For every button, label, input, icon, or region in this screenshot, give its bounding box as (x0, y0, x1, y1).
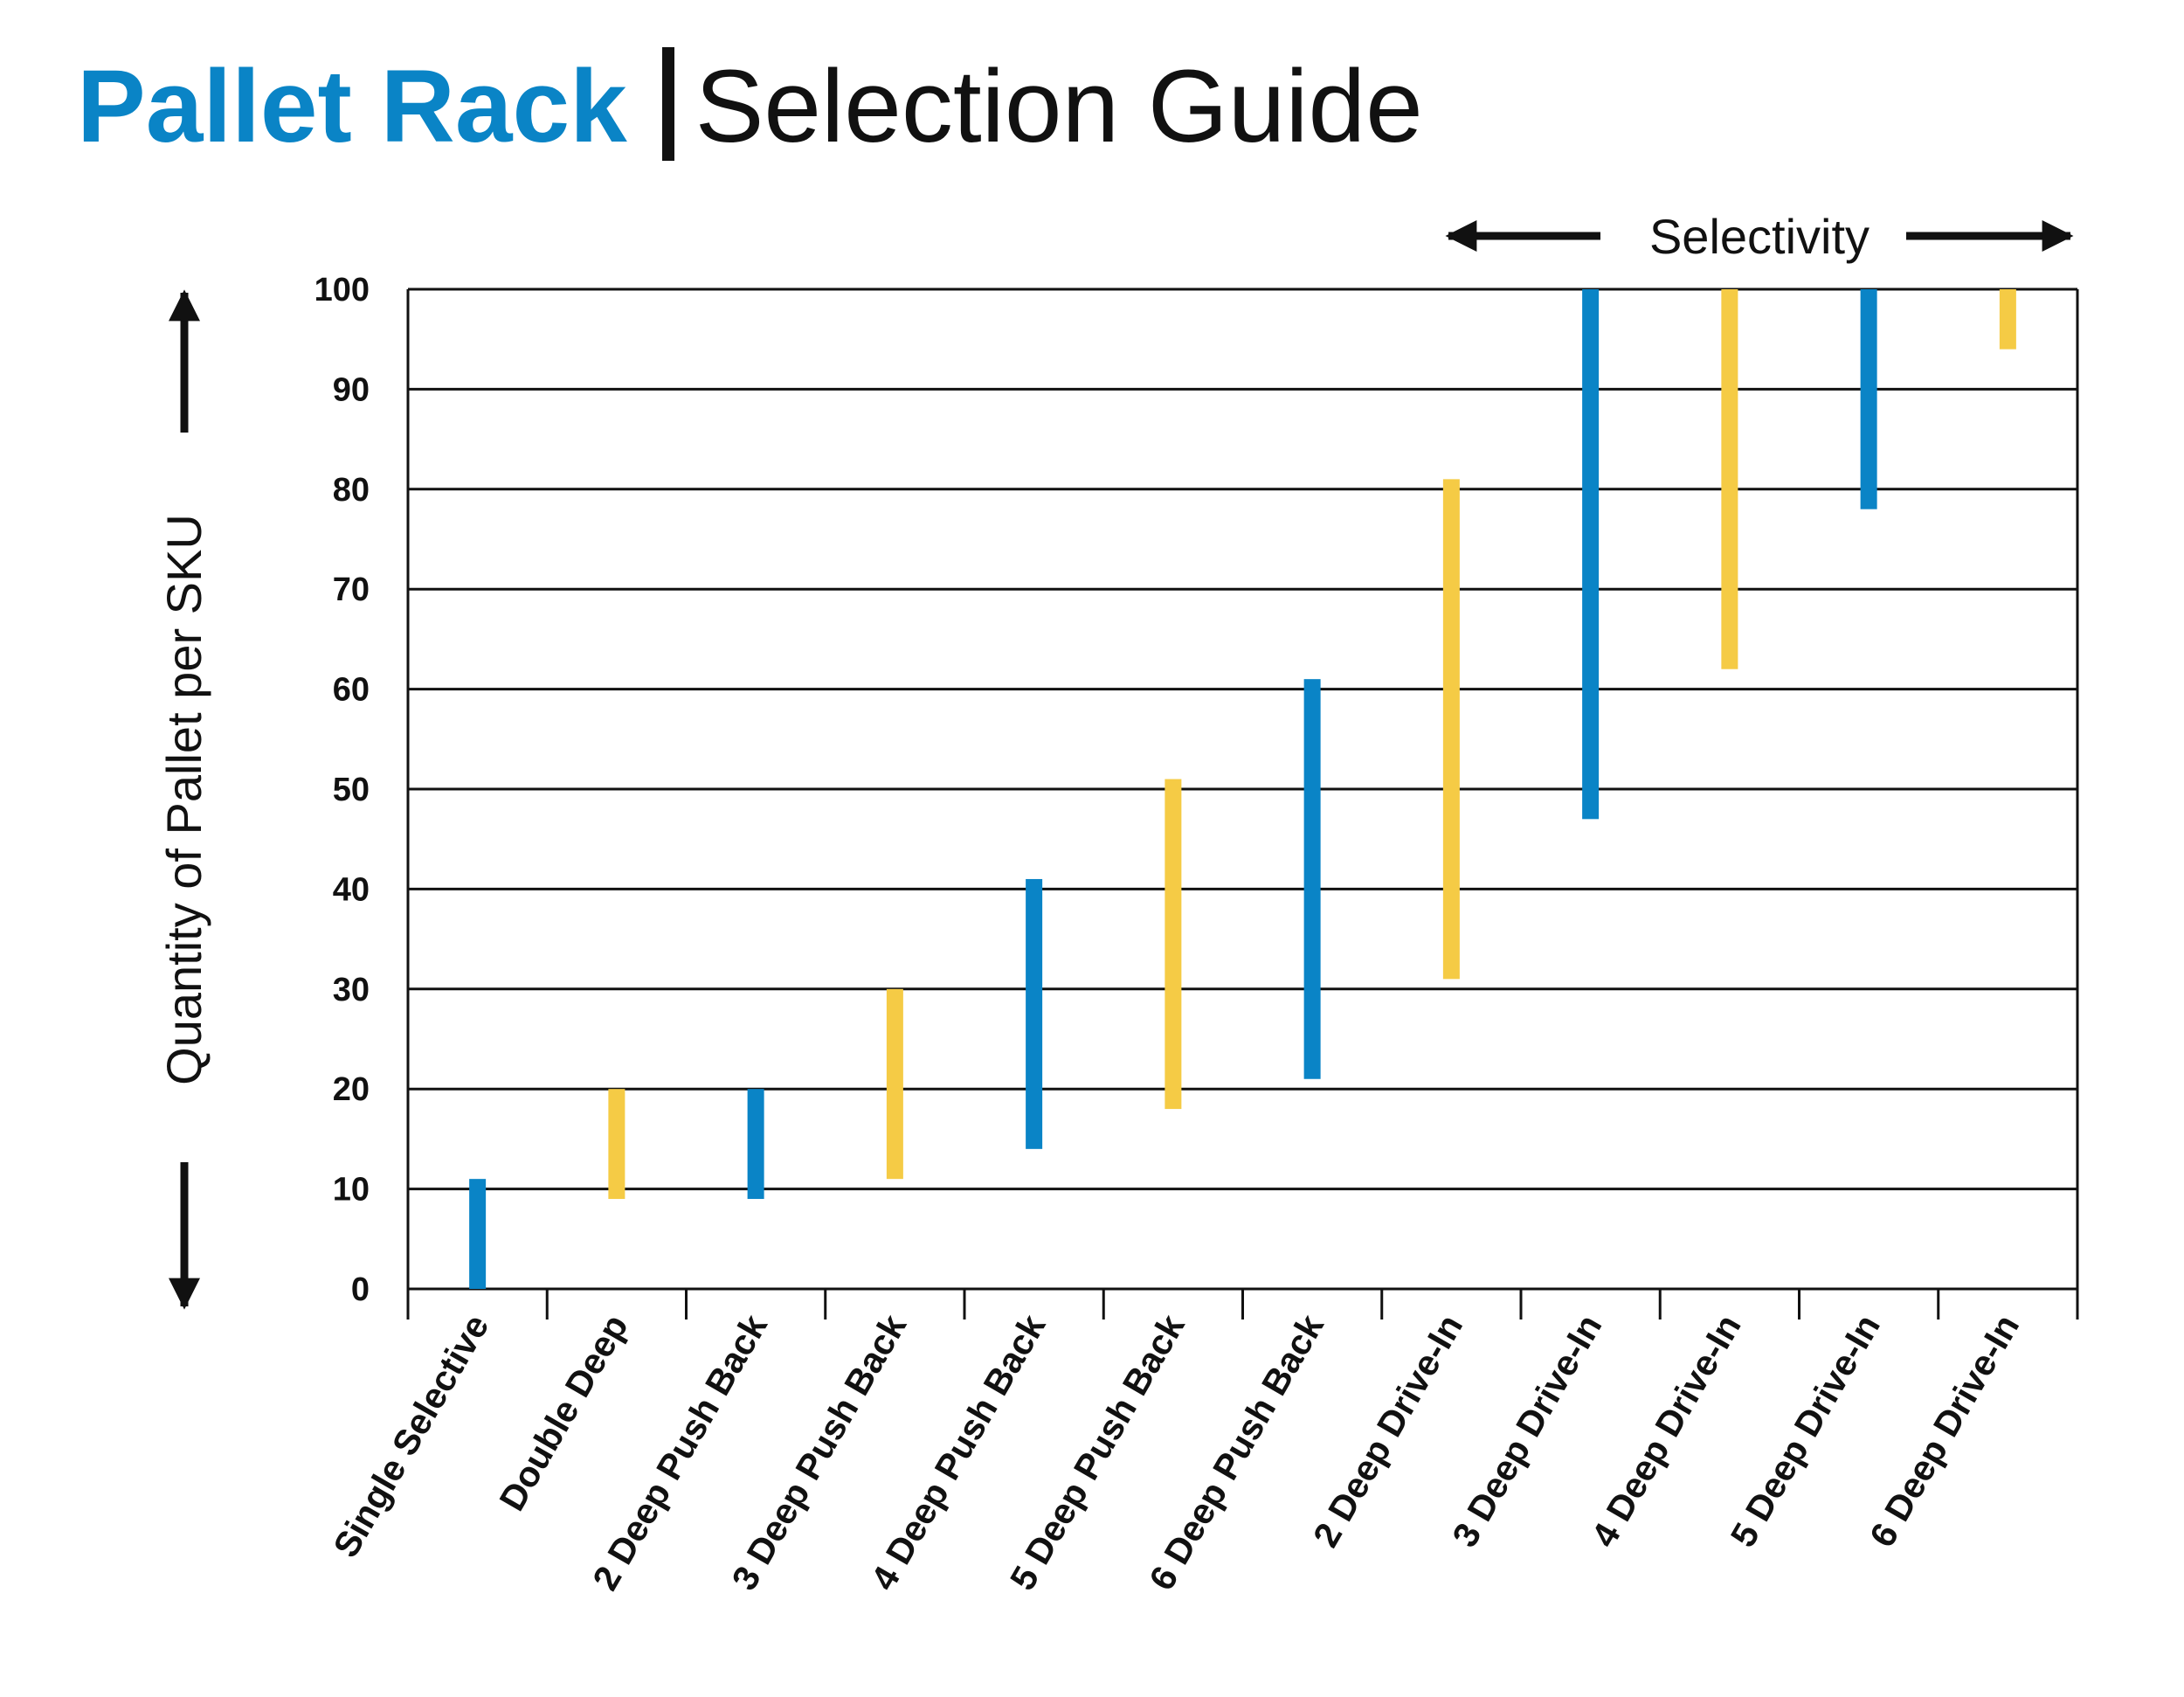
range-bar-5 (1026, 878, 1043, 1149)
category-label-8: 2 Deep Drive-In (1305, 1308, 1470, 1555)
chart-title: Pallet Rack Selection Guide (77, 45, 1423, 168)
range-bar-12 (1999, 289, 2016, 350)
category-label-10: 4 Deep Drive-In (1584, 1308, 1749, 1555)
range-bar-3 (747, 1089, 764, 1200)
y-tick-label-10: 10 (333, 1172, 370, 1209)
range-bar-6 (1165, 779, 1182, 1110)
selectivity-label: Selectivity (1649, 209, 1870, 264)
y-tick-label-90: 90 (333, 371, 370, 408)
range-bar-4 (886, 988, 903, 1180)
range-bar-1 (469, 1179, 487, 1289)
y-tick-label-100: 100 (314, 272, 370, 308)
y-tick-labels: 0 10 20 30 40 50 60 70 80 90 100 (314, 272, 370, 1308)
range-bar-10 (1721, 289, 1738, 669)
range-bar-9 (1582, 289, 1600, 820)
range-bar-11 (1860, 289, 1877, 509)
range-bar-2 (608, 1089, 625, 1200)
y-tick-label-20: 20 (333, 1071, 370, 1108)
category-label-11: 5 Deep Drive-In (1723, 1308, 1888, 1555)
y-tick-label-50: 50 (333, 772, 370, 808)
title-sub: Selection Guide (695, 49, 1423, 164)
y-tick-label-0: 0 (351, 1271, 370, 1308)
selectivity-annotation: Selectivity (1445, 209, 2074, 264)
title-separator (661, 47, 674, 161)
category-label-1: Single Selective (325, 1308, 496, 1564)
y-tick-label-40: 40 (333, 871, 370, 908)
y-axis-annotation: Quantity of Pallet per SKU (156, 289, 211, 1310)
y-tick-label-80: 80 (333, 472, 370, 509)
category-label-9: 3 Deep Drive-In (1444, 1308, 1609, 1555)
gridlines (406, 287, 2079, 1291)
category-label-12: 6 Deep Drive-In (1862, 1308, 2027, 1555)
x-ticks (406, 1289, 2079, 1320)
range-bars (469, 289, 2016, 1289)
range-bar-7 (1303, 679, 1321, 1079)
title-main: Pallet Rack (77, 49, 627, 164)
y-tick-label-60: 60 (333, 672, 370, 709)
y-axis-label: Quantity of Pallet per SKU (156, 514, 211, 1085)
y-tick-label-70: 70 (333, 571, 370, 608)
y-tick-label-30: 30 (333, 972, 370, 1008)
category-label-2: Double Deep (492, 1308, 636, 1518)
range-bar-8 (1442, 479, 1460, 980)
